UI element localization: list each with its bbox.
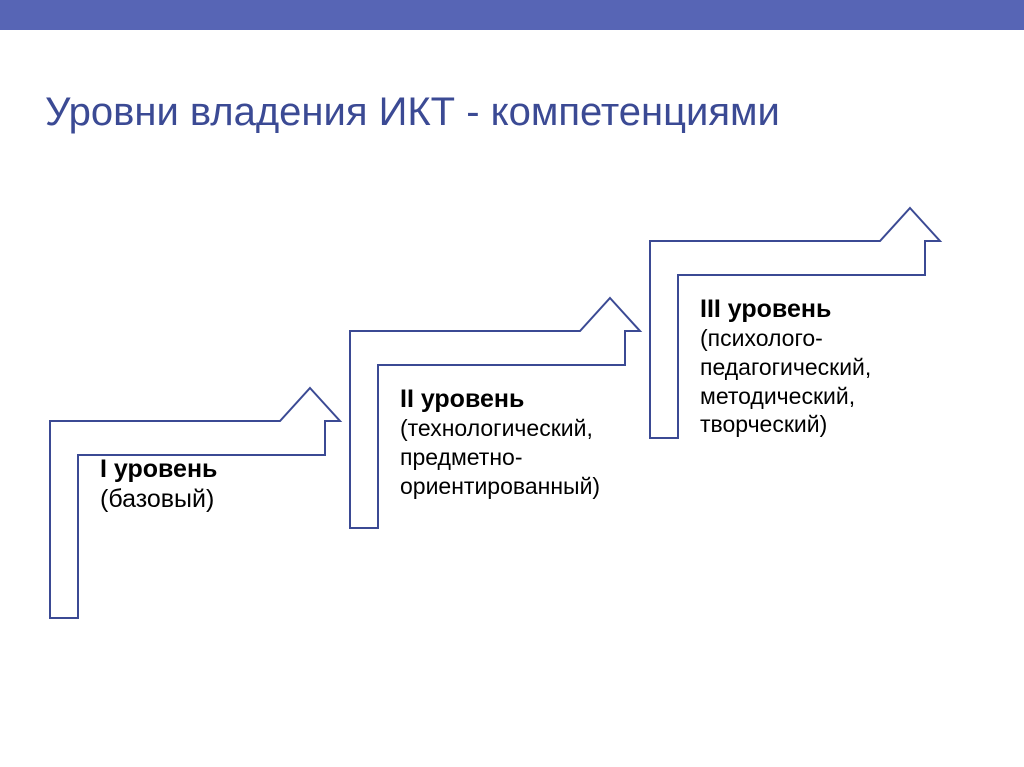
step-label: III уровень(психолого-педагогический, ме… bbox=[700, 295, 940, 439]
step-title: III уровень bbox=[700, 295, 940, 324]
step-3: III уровень(психолого-педагогический, ме… bbox=[0, 0, 1024, 767]
step-subtitle: (психолого-педагогический, методический,… bbox=[700, 324, 940, 439]
